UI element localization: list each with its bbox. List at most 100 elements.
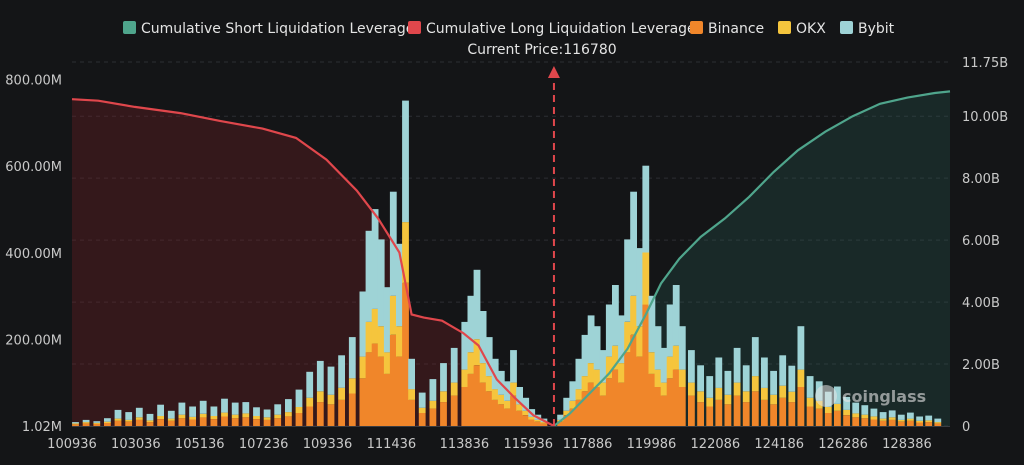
bar-binance-19	[274, 418, 282, 426]
bar-binance-87	[797, 387, 805, 426]
bar-bybit-19	[274, 404, 282, 415]
bar-binance-63	[612, 369, 619, 426]
bar-bybit-64	[618, 315, 625, 364]
bar-binance-75	[688, 395, 695, 426]
bar-binance-52	[534, 421, 542, 426]
long-area	[72, 99, 554, 426]
x-tick-3: 107236	[239, 437, 289, 452]
bar-binance-56	[569, 408, 577, 426]
bar-okx-65	[624, 321, 631, 353]
bar-binance-35	[408, 400, 415, 426]
bar-okx-79	[724, 394, 732, 405]
bar-binance-57	[575, 400, 583, 426]
bar-binance-45	[491, 400, 499, 426]
bar-binance-28	[365, 352, 373, 426]
bar-bybit-100	[916, 416, 923, 421]
bar-bybit-4	[114, 409, 122, 419]
long-line	[71, 98, 555, 427]
bar-binance-66	[630, 334, 637, 426]
bar-binance-33	[396, 356, 403, 426]
x-tick-6: 113836	[440, 437, 490, 452]
x-tick-1: 103036	[111, 437, 161, 452]
bar-binance-39	[450, 395, 458, 426]
bar-bybit-15	[231, 402, 239, 415]
bar-okx-95	[870, 416, 878, 420]
y-right-tick-5: 10.00B	[962, 110, 1008, 125]
bar-bybit-2	[93, 421, 101, 423]
bar-bybit-41	[467, 295, 475, 353]
bar-okx-20	[285, 412, 292, 417]
bar-bybit-40	[461, 321, 469, 370]
bar-okx-93	[852, 413, 860, 418]
bar-binance-26	[348, 393, 356, 426]
bar-okx-64	[618, 363, 625, 383]
bar-okx-29	[371, 308, 379, 344]
bar-okx-63	[612, 345, 619, 370]
bar-okx-52	[534, 419, 542, 422]
bar-binance-27	[359, 378, 367, 426]
bar-bybit-76	[697, 365, 704, 392]
bar-bybit-7	[146, 413, 154, 421]
y-right-tick-2: 4.00B	[962, 296, 1000, 311]
legend-label-1: Cumulative Long Liquidation Leverage	[426, 21, 696, 37]
bar-binance-85	[779, 397, 787, 426]
x-tick-7: 115936	[503, 437, 553, 452]
bar-binance-101	[925, 422, 933, 426]
bar-binance-92	[843, 415, 850, 426]
bar-okx-35	[408, 389, 415, 400]
bar-okx-33	[396, 326, 403, 357]
bar-binance-91	[834, 410, 841, 426]
bar-bybit-24	[327, 366, 335, 395]
bar-okx-73	[672, 345, 680, 370]
bar-bybit-0	[72, 422, 79, 424]
bar-bybit-54	[557, 414, 564, 420]
bar-binance-25	[338, 400, 345, 426]
bar-binance-54	[557, 421, 564, 426]
bar-binance-36	[418, 413, 426, 426]
current-price-arrow	[547, 66, 560, 78]
bar-bybit-34	[402, 100, 409, 223]
legend-swatch-3	[778, 21, 791, 34]
bar-okx-89	[815, 400, 823, 409]
bar-okx-98	[897, 419, 905, 422]
bar-okx-4	[114, 418, 122, 421]
bar-binance-62	[605, 378, 613, 426]
bar-binance-50	[522, 415, 530, 426]
bar-binance-5	[125, 421, 133, 426]
bar-bybit-39	[450, 347, 458, 383]
bar-binance-18	[263, 419, 271, 426]
bar-okx-10	[178, 414, 186, 419]
bar-bybit-59	[587, 315, 595, 364]
bar-binance-4	[114, 420, 122, 426]
bar-binance-72	[666, 378, 674, 426]
bar-bybit-71	[660, 347, 668, 383]
bar-bybit-29	[371, 209, 379, 309]
bar-bybit-92	[843, 396, 850, 410]
bar-okx-28	[365, 321, 373, 353]
bar-okx-24	[327, 394, 335, 405]
bar-bybit-22	[306, 371, 314, 398]
bar-binance-47	[504, 408, 511, 426]
bar-okx-97	[888, 417, 896, 420]
bar-bybit-27	[359, 291, 367, 357]
bar-binance-64	[618, 382, 625, 426]
bar-binance-70	[654, 387, 662, 426]
x-tick-9: 119986	[627, 437, 677, 452]
bar-binance-16	[242, 417, 250, 426]
bar-bybit-97	[888, 410, 896, 418]
bar-bybit-26	[348, 337, 356, 379]
bar-binance-86	[788, 402, 796, 426]
bar-okx-13	[210, 416, 218, 419]
bar-okx-37	[429, 400, 437, 409]
bar-okx-49	[516, 404, 523, 411]
bar-binance-22	[306, 406, 314, 426]
legend-swatch-4	[840, 21, 853, 34]
y-left-tick-2: 400.00M	[5, 247, 62, 262]
x-tick-10: 122086	[691, 437, 741, 452]
bar-okx-82	[751, 376, 759, 392]
bar-binance-53	[540, 423, 548, 426]
bar-okx-8	[157, 416, 164, 419]
bar-bybit-31	[383, 287, 391, 353]
bar-binance-43	[479, 382, 487, 426]
bar-binance-1	[82, 423, 90, 426]
